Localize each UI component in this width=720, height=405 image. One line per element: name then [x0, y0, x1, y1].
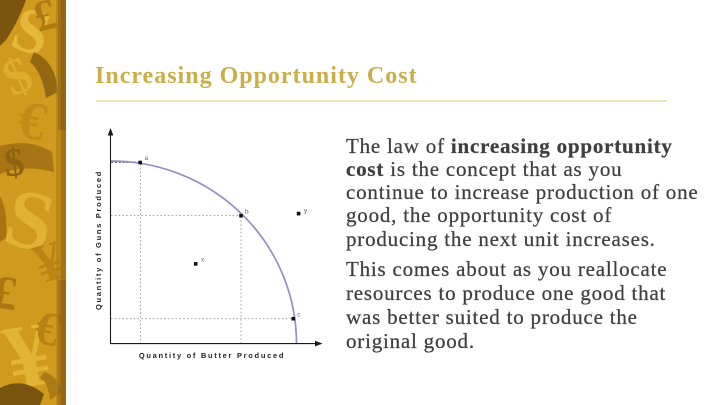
svg-text:Quantity of Butter Produced: Quantity of Butter Produced	[139, 351, 285, 360]
svg-text:a: a	[145, 155, 149, 162]
svg-text:Quantity of Guns Produced: Quantity of Guns Produced	[94, 170, 103, 310]
svg-text:y: y	[304, 207, 308, 214]
svg-text:c: c	[297, 312, 301, 319]
svg-text:$: $	[2, 139, 27, 186]
svg-text:x: x	[201, 257, 205, 264]
svg-text:b: b	[245, 209, 249, 216]
